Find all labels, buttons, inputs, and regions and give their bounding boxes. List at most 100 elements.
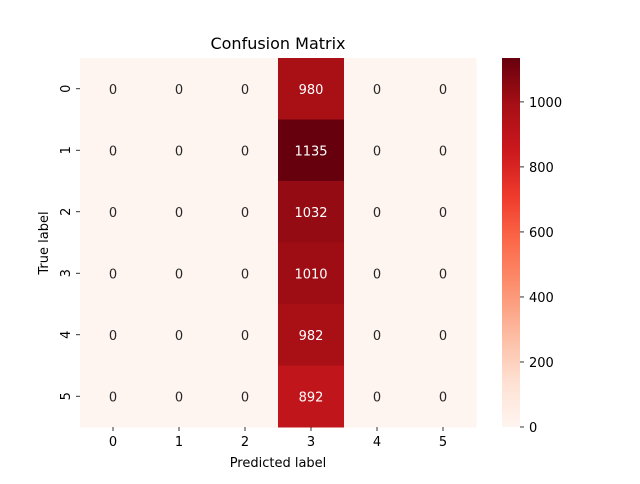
heatmap-cell <box>80 181 147 243</box>
heatmap-cell <box>146 242 213 305</box>
heatmap-cell <box>146 119 213 182</box>
cell-value-label: 0 <box>175 390 183 405</box>
x-tick-label: 1 <box>175 435 183 450</box>
cell-value-label: 0 <box>109 267 117 282</box>
cell-value-label: 0 <box>439 390 447 405</box>
heatmap-cell <box>80 58 147 120</box>
cell-value-label: 1010 <box>294 267 327 282</box>
colorbar-tick-label: 400 <box>529 291 554 306</box>
cell-value-label: 0 <box>175 144 183 159</box>
y-tick-label: 0 <box>59 85 74 93</box>
x-axis: 0 1 2 3 4 5 <box>109 427 447 450</box>
x-tick-label: 2 <box>241 435 249 450</box>
heatmap-cell <box>410 119 477 182</box>
colorbar-tick-label: 200 <box>529 356 554 371</box>
heatmap-cell <box>278 304 345 366</box>
cell-value-label: 0 <box>109 329 117 344</box>
colorbar-gradient <box>502 58 520 427</box>
y-tick-label: 5 <box>59 392 74 400</box>
heatmap-cell <box>80 119 147 182</box>
y-tick-label: 3 <box>59 269 74 277</box>
cell-value-label: 0 <box>373 390 381 405</box>
heatmap-cell <box>278 242 345 305</box>
cell-value-label: 0 <box>439 329 447 344</box>
heatmap-cell <box>410 58 477 120</box>
heatmap-cell <box>344 58 411 120</box>
heatmap-cell <box>410 181 477 243</box>
cell-value-label: 0 <box>439 83 447 98</box>
cell-value-label: 1032 <box>294 206 327 221</box>
heatmap-cell <box>344 181 411 243</box>
cell-value-label: 0 <box>109 206 117 221</box>
heatmap-cell <box>344 242 411 305</box>
heatmap-cell <box>410 304 477 366</box>
y-axis: 0 1 2 3 4 5 <box>59 85 80 400</box>
cell-value-label: 980 <box>299 83 324 98</box>
y-tick-label: 2 <box>59 208 74 216</box>
cell-value-label: 0 <box>241 206 249 221</box>
colorbar-tick-label: 600 <box>529 226 554 241</box>
heatmap-cell <box>278 58 345 120</box>
cell-value-label: 0 <box>373 329 381 344</box>
heatmap-cells <box>80 58 477 428</box>
heatmap-cell <box>146 58 213 120</box>
heatmap-cell <box>212 58 279 120</box>
cell-value-label: 0 <box>175 206 183 221</box>
cell-value-label: 0 <box>439 206 447 221</box>
heatmap-cell <box>212 365 279 428</box>
cell-value-label: 892 <box>299 390 324 405</box>
heatmap-cell <box>212 242 279 305</box>
cell-value-label: 0 <box>175 83 183 98</box>
heatmap-cell <box>344 365 411 428</box>
colorbar-tick-label: 1000 <box>529 96 562 111</box>
y-tick-label: 4 <box>59 331 74 339</box>
heatmap-cell <box>80 365 147 428</box>
heatmap-cell <box>410 365 477 428</box>
cell-value-labels: 0 0 0 980 0 0 0 0 0 1135 0 0 0 0 0 1032 0 0 0 0 0 1010 0 0 0 0 0 98… <box>109 83 447 406</box>
cell-value-label: 0 <box>175 329 183 344</box>
cell-value-label: 0 <box>109 144 117 159</box>
cell-value-label: 0 <box>241 267 249 282</box>
heatmap-cell <box>410 242 477 305</box>
colorbar-tick-label: 0 <box>529 421 537 436</box>
cell-value-label: 0 <box>241 390 249 405</box>
heatmap-cell <box>146 365 213 428</box>
x-tick-label: 3 <box>307 435 315 450</box>
x-tick-label: 4 <box>373 435 381 450</box>
heatmap-cell <box>212 119 279 182</box>
cell-value-label: 0 <box>241 83 249 98</box>
heatmap-cell <box>212 304 279 366</box>
heatmap-cell <box>80 242 147 305</box>
heatmap-cell <box>146 304 213 366</box>
cell-value-label: 0 <box>241 329 249 344</box>
heatmap-cell <box>80 304 147 366</box>
heatmap-cell <box>278 181 345 243</box>
heatmap-cell <box>212 181 279 243</box>
heatmap-cell <box>278 365 345 428</box>
cell-value-label: 0 <box>373 83 381 98</box>
x-tick-label: 5 <box>439 435 447 450</box>
cell-value-label: 0 <box>241 144 249 159</box>
x-axis-label: Predicted label <box>230 456 327 471</box>
cell-value-label: 0 <box>439 144 447 159</box>
cell-value-label: 1135 <box>294 144 327 159</box>
heatmap-cell <box>146 181 213 243</box>
colorbar-tick-label: 800 <box>529 161 554 176</box>
cell-value-label: 0 <box>175 267 183 282</box>
colorbar: 0 200 400 600 800 1000 <box>502 58 562 436</box>
heatmap-cell <box>344 119 411 182</box>
cell-value-label: 0 <box>109 390 117 405</box>
cell-value-label: 0 <box>373 206 381 221</box>
heatmap-cell <box>344 304 411 366</box>
x-tick-label: 0 <box>109 435 117 450</box>
cell-value-label: 0 <box>109 83 117 98</box>
cell-value-label: 0 <box>373 144 381 159</box>
chart-title: Confusion Matrix <box>210 34 345 53</box>
cell-value-label: 0 <box>373 267 381 282</box>
y-tick-label: 1 <box>59 146 74 154</box>
cell-value-label: 982 <box>299 329 324 344</box>
heatmap-cell <box>278 119 345 182</box>
y-axis-label: True label <box>37 211 52 275</box>
